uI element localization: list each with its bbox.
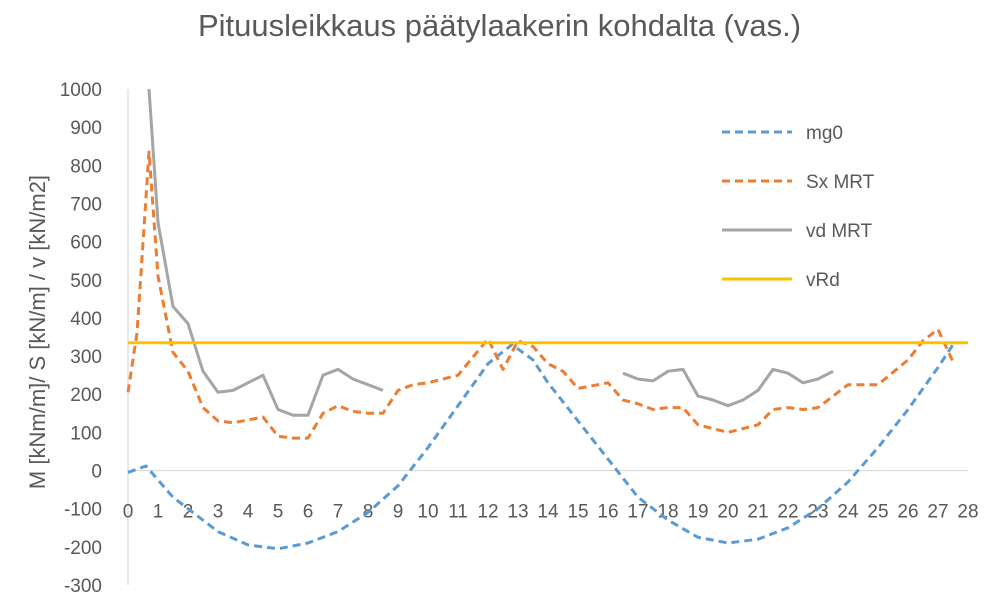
y-tick-labels: -300 -200 -100 0 100 200 300 400 500 600 700 800 900… — [60, 80, 102, 597]
x-tick-label: 13 — [507, 502, 528, 523]
x-tick-label: 17 — [627, 502, 648, 523]
x-tick-label: 20 — [717, 502, 738, 523]
legend-label-vd-mrt: vd MRT — [806, 221, 873, 242]
y-tick-label: -300 — [64, 576, 102, 597]
x-tick-label: 19 — [687, 502, 708, 523]
y-tick-label: 900 — [70, 118, 102, 139]
legend-label-mg0: mg0 — [806, 123, 843, 144]
y-tick-label: 500 — [70, 271, 102, 292]
y-tick-label: 800 — [70, 156, 102, 177]
series-line-vd-mrt — [147, 88, 384, 417]
x-tick-label: 25 — [867, 502, 888, 523]
y-tick-label: 300 — [70, 347, 102, 368]
x-tick-label: 23 — [807, 502, 828, 523]
x-tick-label: 4 — [243, 502, 254, 523]
y-tick-label: -100 — [64, 500, 102, 521]
y-tick-label: 200 — [70, 385, 102, 406]
series-layer — [126, 88, 968, 551]
x-tick-labels: 0 1 2 3 4 5 6 7 8 9 10 11 12 13 14 15 16 17 18 19 20 21 22 23 24… — [123, 502, 979, 523]
x-tick-label: 10 — [417, 502, 438, 523]
x-tick-label: 1 — [153, 502, 164, 523]
x-tick-label: 24 — [837, 502, 859, 523]
chart-title: Pituusleikkaus päätylaakerin kohdalta (v… — [197, 8, 802, 43]
x-tick-label: 7 — [333, 502, 344, 523]
y-tick-label: 700 — [70, 194, 102, 215]
x-tick-label: 9 — [393, 502, 404, 523]
x-tick-label: 0 — [123, 502, 134, 523]
x-tick-label: 16 — [597, 502, 618, 523]
x-tick-label: 26 — [897, 502, 918, 523]
x-tick-label: 27 — [927, 502, 948, 523]
legend-label-vrd: vRd — [806, 270, 840, 291]
x-tick-label: 21 — [747, 502, 768, 523]
y-tick-label: 1000 — [60, 80, 102, 101]
y-axis-label-group: M [kNm/m]/ S [kN/m] / v [kN/m2] — [25, 175, 50, 489]
y-tick-label: -200 — [64, 538, 102, 559]
series-line-sx-mrt — [126, 150, 955, 440]
x-tick-label: 18 — [657, 502, 678, 523]
legend: mg0 Sx MRT vd MRT vRd — [722, 123, 875, 291]
x-tick-label: 28 — [957, 502, 978, 523]
y-tick-label: 600 — [70, 233, 102, 254]
x-tick-label: 2 — [183, 502, 194, 523]
series-mg0 — [127, 343, 955, 551]
y-axis-label: M [kNm/m]/ S [kN/m] / v [kN/m2] — [25, 175, 50, 489]
legend-label-sx-mrt: Sx MRT — [806, 172, 875, 193]
axes — [127, 89, 968, 585]
series-line-vd-mrt — [622, 367, 834, 408]
series-line-mg0 — [127, 343, 955, 551]
x-tick-label: 6 — [303, 502, 314, 523]
x-tick-label: 5 — [273, 502, 284, 523]
x-tick-label: 12 — [477, 502, 498, 523]
y-tick-label: 0 — [91, 462, 102, 483]
x-tick-label: 22 — [777, 502, 798, 523]
x-tick-label: 14 — [537, 502, 559, 523]
y-tick-label: 400 — [70, 309, 102, 330]
x-tick-label: 15 — [567, 502, 588, 523]
series-vd-mrt — [147, 88, 834, 417]
x-tick-label: 11 — [448, 502, 468, 523]
x-tick-label: 3 — [213, 502, 224, 523]
y-tick-label: 100 — [70, 423, 102, 444]
series-sx-mrt — [126, 150, 955, 440]
